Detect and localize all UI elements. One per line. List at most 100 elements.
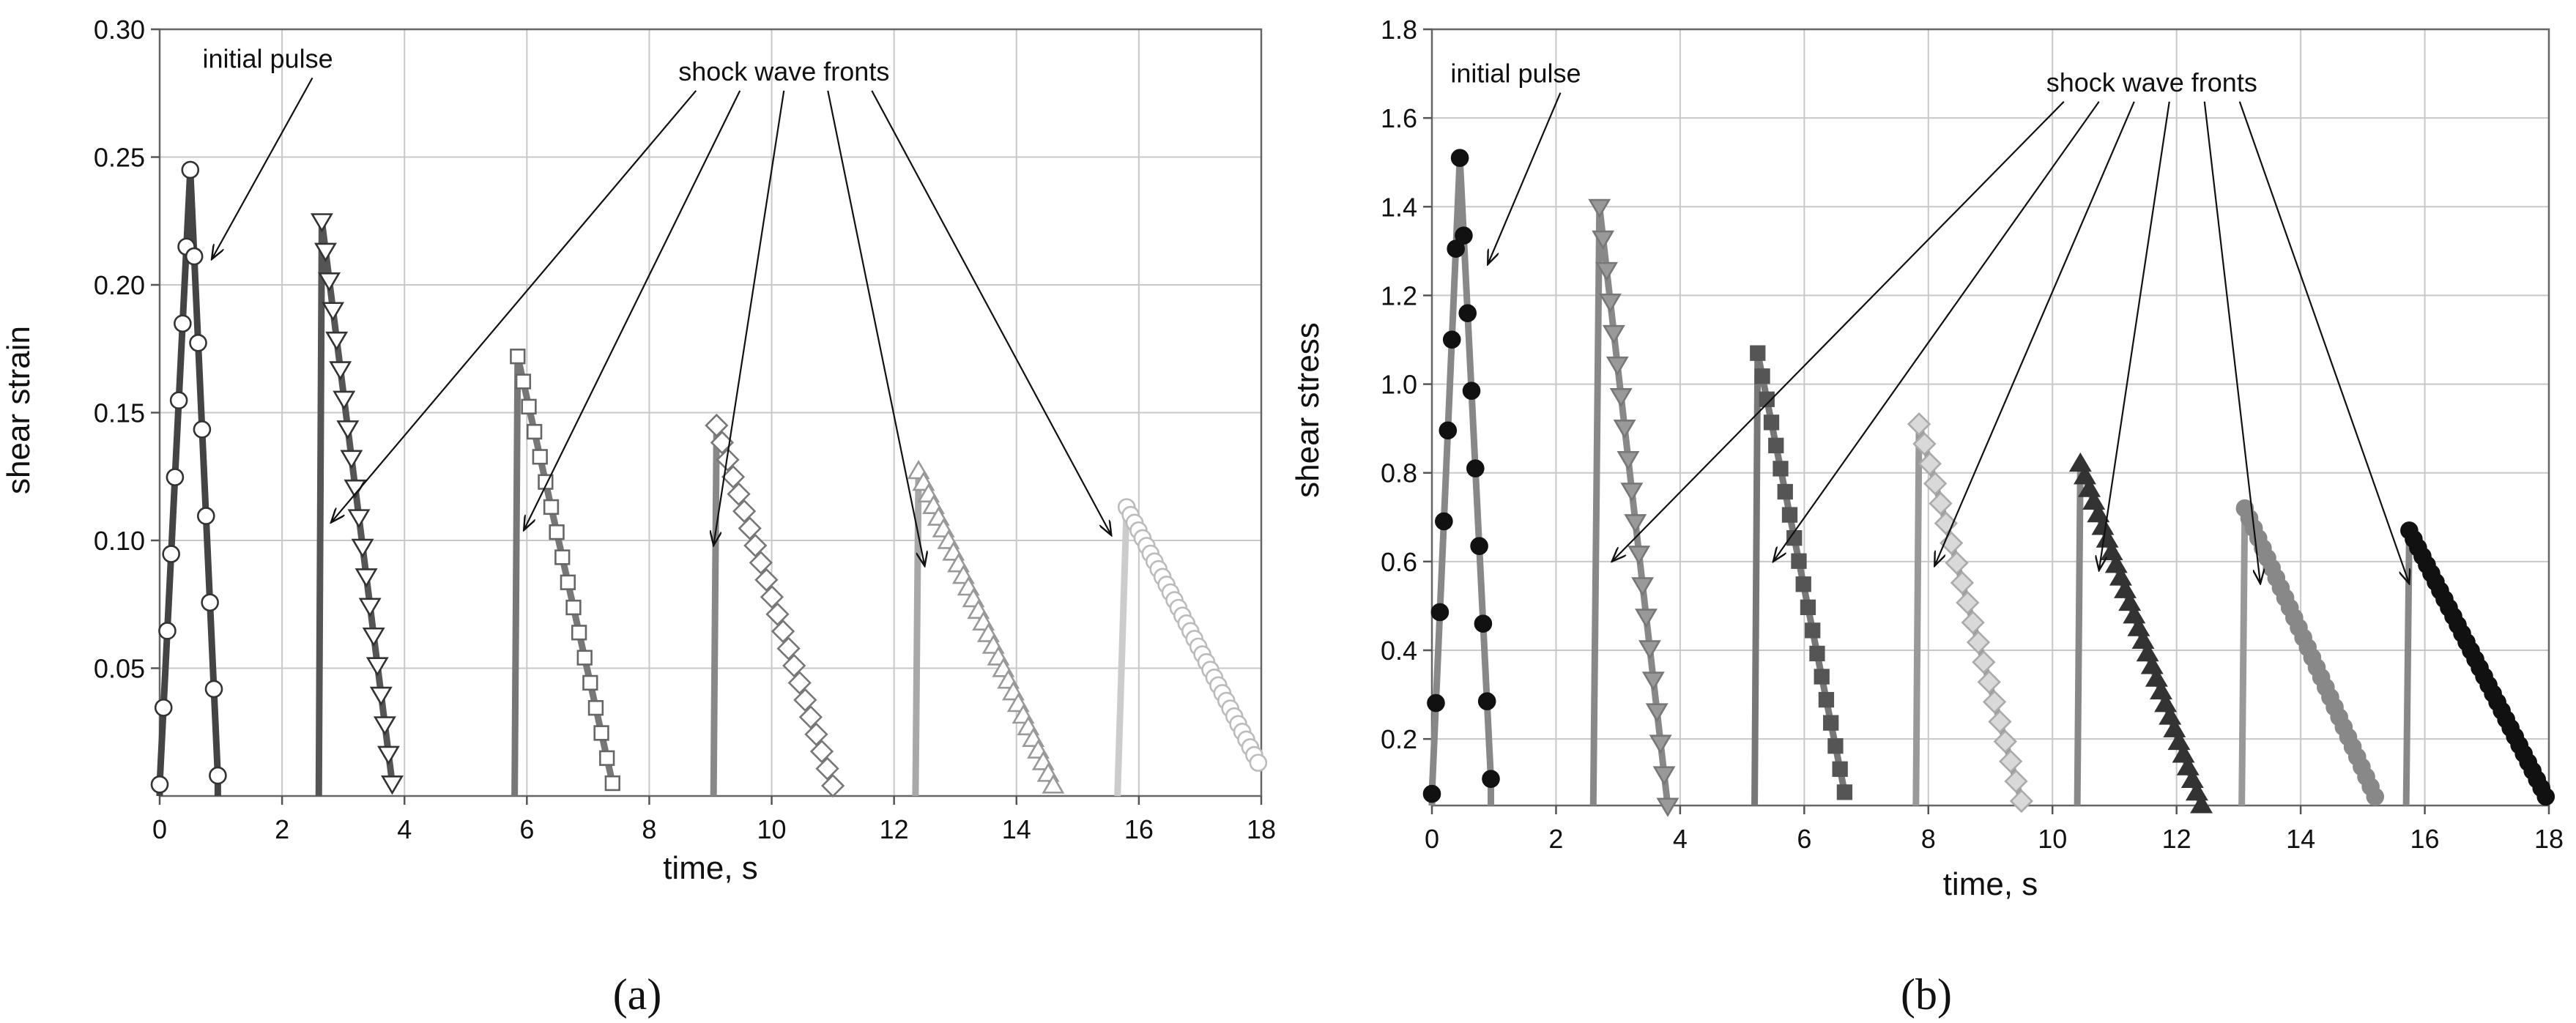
x-tick-label: 0 [152, 814, 167, 844]
data-point [565, 599, 582, 616]
data-point [1595, 261, 1619, 282]
data-point [314, 242, 337, 262]
data-point [549, 524, 565, 540]
annotation-arrow [1934, 101, 2135, 566]
data-point [365, 657, 389, 677]
data-point [521, 398, 537, 414]
x-tick-label: 14 [2286, 824, 2315, 854]
data-point [1940, 531, 1964, 555]
data-point [1999, 749, 2023, 773]
series-2 [310, 213, 404, 797]
data-point [318, 272, 341, 292]
series-5 [907, 460, 1065, 797]
data-point [1606, 356, 1629, 376]
data-point [1836, 784, 1853, 800]
data-point [776, 636, 801, 661]
data-point [373, 716, 396, 736]
y-axis-label: shear strain [1, 326, 37, 494]
data-point [1482, 770, 1500, 788]
data-point [1918, 452, 1942, 476]
data-point [1249, 754, 1268, 772]
data-point [1773, 461, 1789, 477]
x-tick-label: 8 [1921, 824, 1936, 854]
data-point [543, 499, 560, 516]
data-point [1455, 226, 1473, 245]
series-1 [150, 160, 227, 796]
data-point [154, 699, 173, 717]
data-point [1435, 512, 1453, 531]
data-point [1956, 590, 1980, 615]
data-point [754, 568, 779, 592]
x-tick-label: 2 [275, 814, 289, 844]
y-tick-label: 0.10 [94, 526, 145, 556]
x-tick-label: 18 [2534, 824, 2564, 854]
data-point [2009, 789, 2033, 814]
data-point [782, 653, 806, 678]
data-point [1972, 650, 1996, 674]
y-tick-label: 0.15 [94, 398, 145, 428]
y-tick-label: 0.30 [94, 15, 145, 45]
data-point [1620, 483, 1644, 502]
data-point [515, 373, 532, 390]
data-point [1988, 710, 2012, 734]
data-point [599, 750, 615, 766]
data-point [576, 650, 593, 666]
data-point [721, 465, 746, 489]
y-tick-label: 0.20 [94, 270, 145, 300]
data-point [150, 775, 169, 794]
x-tick-label: 6 [1797, 824, 1811, 854]
x-tick-label: 10 [757, 814, 787, 844]
data-point [1609, 387, 1633, 408]
series-2 [1588, 198, 1679, 817]
y-tick-label: 0.05 [94, 654, 145, 684]
series-5 [2068, 452, 2213, 814]
data-point [1763, 414, 1780, 431]
data-point [798, 705, 823, 729]
data-point [765, 602, 790, 626]
y-tick-label: 0.2 [1381, 724, 1417, 754]
data-point [1592, 230, 1615, 250]
data-point [166, 468, 185, 486]
data-point [1800, 599, 1816, 615]
data-point [1827, 738, 1844, 754]
data-point [604, 775, 620, 792]
data-point [1934, 511, 1958, 535]
data-point [787, 671, 812, 695]
data-point [1832, 761, 1848, 777]
x-tick-label: 8 [642, 814, 656, 844]
data-point [1781, 507, 1798, 523]
data-point [1645, 703, 1669, 723]
data-point [727, 482, 751, 506]
series-4 [1907, 412, 2033, 814]
data-point [193, 420, 212, 439]
data-point [1613, 420, 1636, 439]
data-point [1477, 692, 1496, 710]
data-point [1588, 198, 1611, 219]
data-point [1042, 774, 1065, 794]
data-point [771, 620, 795, 644]
plot-frame [1430, 28, 2550, 807]
annotation-arrow [2099, 101, 2170, 570]
data-point [1638, 640, 1661, 660]
y-tick-label: 0.4 [1381, 636, 1417, 666]
data-point [1598, 293, 1622, 313]
x-tick-label: 18 [1247, 814, 1276, 844]
data-point [162, 545, 180, 563]
chart-b: 0 2 4 6 8 10 12 14 16 18 0.2 0.4 0.6 0.8 1.0 1.2 1.4 1.6 1… [1290, 15, 2564, 902]
data-point [1961, 610, 1985, 635]
y-tick-label: 0.6 [1381, 547, 1417, 577]
data-point [582, 674, 598, 691]
data-point [587, 700, 604, 716]
data-point [1759, 391, 1775, 407]
chart-a: 0 2 4 6 8 10 12 14 16 18 0.05 0.10 0.15 0.20 0.25 0.30 t… [1, 15, 1276, 886]
data-point [760, 585, 784, 609]
data-point [1907, 412, 1931, 436]
data-point [1912, 432, 1937, 456]
x-tick-label: 12 [2162, 824, 2191, 854]
data-point [732, 499, 757, 524]
annotation-1: initial pulse [202, 43, 333, 259]
x-tick-label: 6 [519, 814, 534, 844]
annotation-text: initial pulse [1450, 59, 1581, 89]
y-tick-label: 1.0 [1381, 370, 1417, 400]
x-tick-label: 16 [2410, 824, 2440, 854]
